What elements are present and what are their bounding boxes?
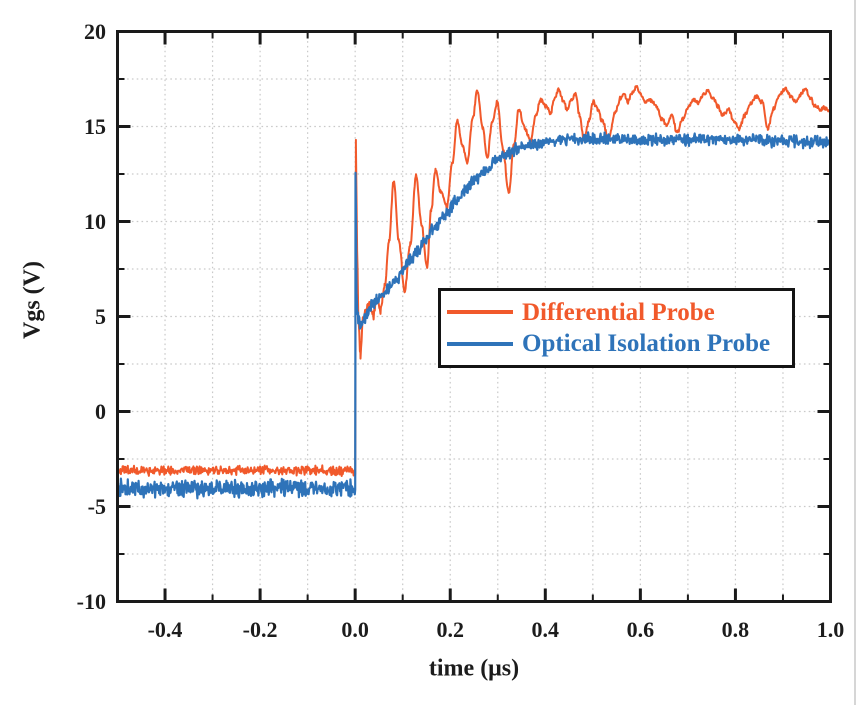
- series-optical-isolation-probe: [116, 131, 832, 500]
- x-tick-label: 0.2: [436, 617, 464, 642]
- y-axis-title: Vgs (V): [19, 261, 46, 339]
- legend-label-differential: Differential Probe: [522, 298, 715, 326]
- x-tick-label: 0.4: [532, 617, 560, 642]
- legend-line-sample-differential: [447, 310, 513, 315]
- x-tick-label: -0.2: [243, 617, 278, 642]
- y-tick-label: 20: [84, 19, 106, 44]
- y-tick-label: -10: [77, 589, 106, 614]
- y-tick-label: 15: [84, 114, 106, 139]
- legend-entry-differential-probe: Differential Probe: [447, 300, 788, 325]
- page-edge-line: [854, 0, 856, 705]
- x-tick-label: -0.4: [148, 617, 183, 642]
- x-tick-label: 0.8: [722, 617, 750, 642]
- x-axis-title: time (μs): [428, 655, 520, 682]
- legend-line-sample-optical: [447, 341, 513, 346]
- x-tick-label: 0.6: [627, 617, 655, 642]
- x-tick-label: 0.0: [341, 617, 369, 642]
- legend-label-optical: Optical Isolation Probe: [522, 330, 771, 358]
- y-tick-label: 0: [95, 399, 106, 424]
- y-tick-label: -5: [88, 494, 106, 519]
- series-differential-probe: [116, 85, 832, 477]
- y-tick-label: 5: [95, 304, 106, 329]
- y-tick-label: 10: [84, 209, 106, 234]
- legend-entry-optical-isolation-probe: Optical Isolation Probe: [447, 331, 788, 356]
- legend: Differential Probe Optical Isolation Pro…: [438, 288, 795, 368]
- x-tick-label: 1.0: [817, 617, 845, 642]
